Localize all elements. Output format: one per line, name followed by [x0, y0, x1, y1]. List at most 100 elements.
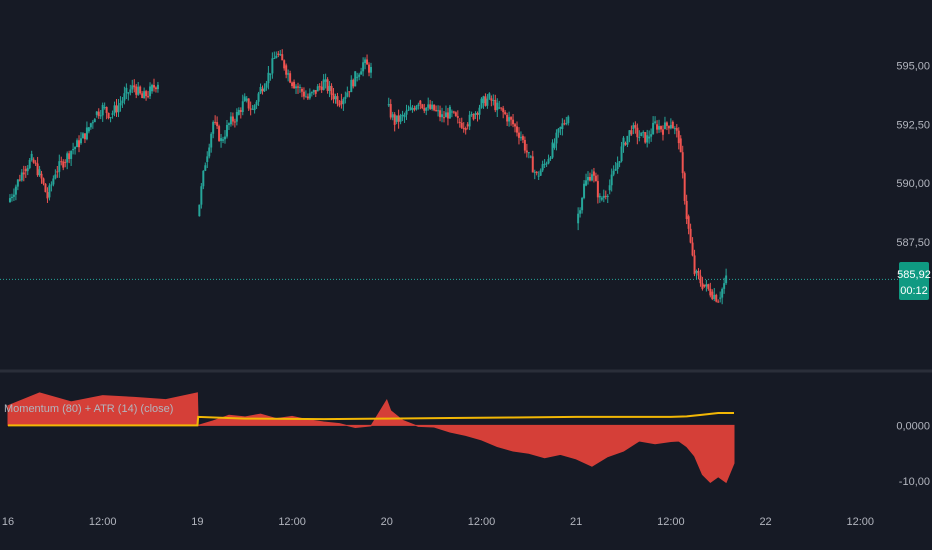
candle-body — [559, 126, 562, 129]
candle-body — [281, 54, 284, 61]
candle-body — [135, 86, 138, 95]
candle-body — [113, 105, 116, 114]
candle-body — [549, 157, 552, 159]
indicator-title[interactable]: Momentum (80) + ATR (14) (close) — [4, 403, 173, 415]
candle-body — [486, 98, 489, 106]
candle-body — [616, 163, 619, 170]
candle-body — [604, 195, 607, 197]
candle-body — [269, 73, 272, 75]
candle-body — [245, 98, 248, 101]
candle-body — [587, 176, 590, 181]
candle-body — [356, 76, 359, 78]
candle-body — [320, 86, 323, 90]
candle-body — [127, 92, 130, 94]
candle-body — [527, 152, 530, 154]
candle-body — [496, 102, 499, 111]
candle-body — [283, 60, 286, 69]
candle-body — [227, 123, 230, 125]
candle-body — [433, 104, 436, 111]
candle-body — [466, 124, 469, 127]
candle-body — [608, 185, 611, 191]
candle-body — [239, 110, 242, 113]
atr-line — [8, 412, 734, 427]
price-tick-label: 590,00 — [896, 178, 930, 190]
candle-body — [318, 86, 321, 88]
candle-body — [622, 137, 625, 147]
candle-body — [28, 159, 31, 169]
candle-body — [537, 175, 540, 177]
candle-body — [322, 79, 325, 90]
candle-body — [660, 126, 663, 130]
candle-body — [693, 255, 696, 275]
candle-body — [606, 195, 609, 197]
candle-body — [624, 143, 627, 145]
candle-body — [295, 86, 298, 89]
candle-body — [143, 91, 146, 99]
candle-body — [435, 110, 438, 112]
candle-body — [448, 106, 451, 119]
candle-body — [310, 92, 313, 94]
candle-body — [131, 85, 134, 90]
candle-body — [421, 104, 424, 109]
candle-body — [464, 128, 467, 131]
candle-body — [610, 174, 613, 186]
time-tick-label: 12:00 — [657, 516, 685, 528]
candle-body — [517, 132, 520, 138]
candle-body — [352, 79, 355, 87]
candle-body — [58, 161, 61, 172]
candle-body — [259, 87, 262, 94]
price-axis[interactable]: 595,00 592,50 590,00 587,50 — [896, 60, 930, 249]
candle-body — [598, 195, 601, 198]
candle-body — [417, 104, 420, 107]
candle-body — [644, 132, 647, 143]
candle-body — [340, 100, 343, 105]
candle-body — [42, 178, 45, 184]
candle-body — [74, 147, 77, 149]
candle-body — [83, 133, 86, 140]
candle-body — [279, 54, 282, 56]
candle-body — [64, 162, 67, 163]
candle-body — [8, 198, 11, 203]
candle-body — [709, 288, 712, 296]
candle-body — [419, 100, 422, 105]
candle-body — [563, 123, 566, 125]
time-tick-label: 20 — [381, 516, 393, 528]
candle-body — [596, 181, 599, 198]
candle-body — [243, 96, 246, 102]
candle-body — [306, 96, 309, 99]
candle-body — [289, 73, 292, 83]
candle-body — [640, 132, 643, 137]
candle-body — [342, 98, 345, 105]
candle-body — [423, 108, 426, 111]
candle-body — [632, 125, 635, 129]
candle-body — [723, 283, 726, 289]
time-axis[interactable]: 16 12:00 19 12:00 20 12:00 21 12:00 22 12:00 — [2, 516, 874, 528]
candle-body — [304, 96, 307, 98]
candle-body — [612, 170, 615, 175]
candle-body — [235, 111, 238, 122]
price-tick-label: 595,00 — [896, 60, 930, 72]
candle-body — [585, 180, 588, 186]
candle-body — [287, 73, 290, 75]
candle-body — [642, 132, 645, 134]
candle-body — [492, 99, 495, 101]
candle-body — [441, 114, 444, 118]
candle-body — [99, 115, 102, 117]
indicator-axis[interactable]: 0,0000 -10,00 — [896, 420, 930, 488]
candle-body — [689, 228, 692, 243]
candle-body — [87, 127, 90, 132]
candle-body — [452, 111, 455, 113]
candle-body — [125, 87, 128, 94]
candle-body — [68, 153, 71, 159]
candle-body — [97, 111, 100, 116]
candle-body — [535, 171, 538, 174]
candle-body — [415, 106, 418, 110]
candle-body — [249, 108, 252, 110]
candle-body — [54, 174, 57, 179]
candle-body — [370, 67, 372, 73]
candle-body — [719, 297, 722, 299]
candle-body — [442, 117, 445, 119]
time-tick-label: 12:00 — [278, 516, 306, 528]
candle-body — [66, 153, 69, 163]
momentum-area — [7, 392, 735, 484]
